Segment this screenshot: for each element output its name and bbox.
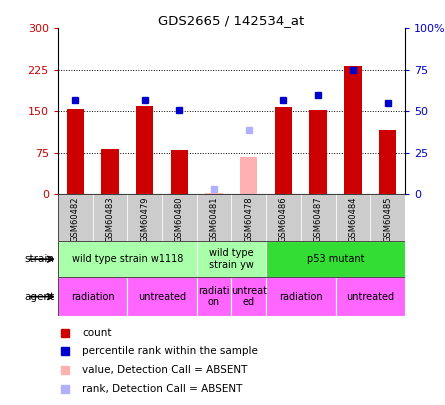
Bar: [127, 194, 162, 241]
Bar: [310, 110, 327, 194]
Title: GDS2665 / 142534_at: GDS2665 / 142534_at: [158, 14, 304, 27]
Bar: [344, 66, 362, 194]
Bar: [58, 241, 197, 277]
Text: value, Detection Call = ABSENT: value, Detection Call = ABSENT: [82, 365, 247, 375]
Bar: [58, 194, 405, 241]
Text: radiation: radiation: [71, 292, 114, 302]
Text: agent: agent: [24, 292, 54, 302]
Bar: [162, 194, 197, 241]
Bar: [336, 194, 370, 241]
Text: strain: strain: [24, 254, 54, 264]
Text: GSM60479: GSM60479: [140, 197, 149, 242]
Text: GSM60480: GSM60480: [175, 197, 184, 242]
Text: GSM60481: GSM60481: [210, 197, 218, 242]
Text: untreated: untreated: [346, 292, 394, 302]
Text: GSM60484: GSM60484: [348, 197, 357, 242]
Text: wild type strain w1118: wild type strain w1118: [72, 254, 183, 264]
Text: GSM60478: GSM60478: [244, 197, 253, 242]
Text: count: count: [82, 328, 112, 338]
Text: untreat
ed: untreat ed: [231, 286, 267, 307]
Text: radiati
on: radiati on: [198, 286, 230, 307]
Bar: [379, 130, 396, 194]
Bar: [370, 194, 405, 241]
Bar: [67, 109, 84, 194]
Bar: [127, 277, 197, 316]
Text: rank, Detection Call = ABSENT: rank, Detection Call = ABSENT: [82, 384, 243, 394]
Bar: [336, 277, 405, 316]
Bar: [136, 106, 153, 194]
Bar: [197, 241, 266, 277]
Text: GSM60486: GSM60486: [279, 197, 288, 242]
Text: GSM60487: GSM60487: [314, 197, 323, 242]
Bar: [231, 194, 266, 241]
Bar: [266, 194, 301, 241]
Text: p53 mutant: p53 mutant: [307, 254, 364, 264]
Text: GSM60482: GSM60482: [71, 197, 80, 242]
Text: GSM60485: GSM60485: [383, 197, 392, 242]
Bar: [197, 277, 231, 316]
Text: untreated: untreated: [138, 292, 186, 302]
Bar: [101, 149, 118, 194]
Text: radiation: radiation: [279, 292, 323, 302]
Bar: [197, 194, 231, 241]
Text: percentile rank within the sample: percentile rank within the sample: [82, 346, 258, 356]
Bar: [93, 194, 127, 241]
Text: GSM60483: GSM60483: [105, 197, 114, 242]
Bar: [240, 157, 257, 194]
Bar: [301, 194, 336, 241]
Bar: [58, 277, 127, 316]
Bar: [266, 277, 336, 316]
Bar: [58, 194, 93, 241]
Bar: [266, 241, 405, 277]
Text: wild type
strain yw: wild type strain yw: [209, 248, 254, 270]
Bar: [275, 107, 292, 194]
Bar: [171, 150, 188, 194]
Bar: [231, 277, 266, 316]
Bar: [206, 193, 223, 194]
